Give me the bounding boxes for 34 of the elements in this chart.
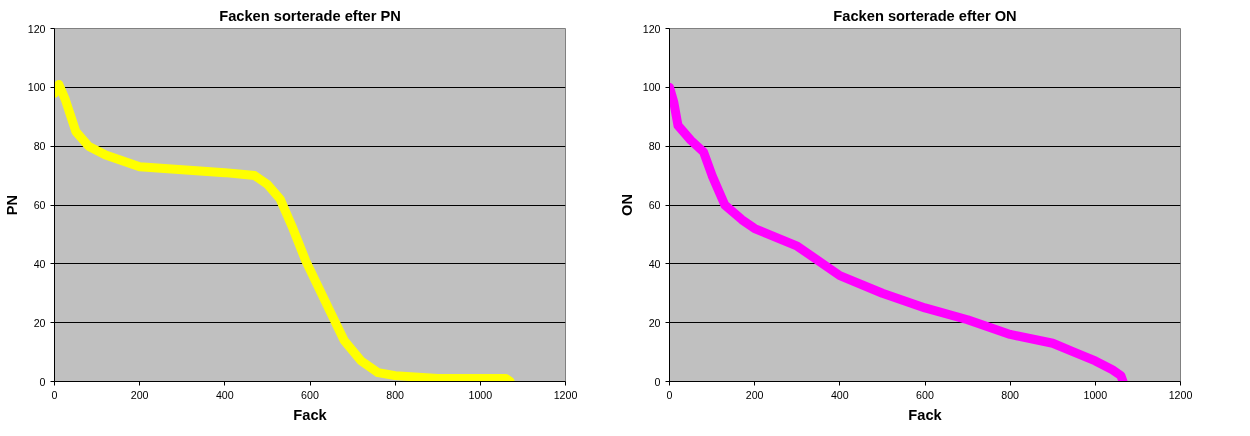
x-tick-label: 400 bbox=[215, 388, 234, 401]
y-tick-label: 40 bbox=[648, 257, 661, 270]
x-axis-title: Fack bbox=[908, 406, 943, 423]
chart-title: Facken sorterade efter PN bbox=[219, 7, 401, 24]
y-axis-title: ON bbox=[618, 194, 635, 216]
x-tick-label: 600 bbox=[916, 388, 934, 401]
x-tick-label: 1000 bbox=[1083, 388, 1108, 401]
y-tick-label: 100 bbox=[27, 81, 46, 94]
y-tick-label: 120 bbox=[642, 22, 661, 35]
chart-title: Facken sorterade efter ON bbox=[833, 7, 1017, 24]
y-tick-label: 20 bbox=[648, 316, 661, 329]
x-tick-label: 800 bbox=[1001, 388, 1020, 401]
y-axis-title: PN bbox=[3, 194, 20, 216]
x-tick-label: 0 bbox=[666, 388, 673, 401]
x-tick-label: 400 bbox=[830, 388, 849, 401]
y-tick-label: 120 bbox=[27, 22, 46, 35]
y-tick-label: 80 bbox=[33, 140, 46, 153]
y-tick-label: 60 bbox=[648, 199, 661, 211]
y-tick-label: 0 bbox=[654, 375, 661, 388]
y-tick-label: 80 bbox=[648, 140, 661, 153]
x-tick-label: 1200 bbox=[1168, 388, 1193, 401]
x-tick-label: 200 bbox=[130, 388, 149, 401]
x-tick-label: 600 bbox=[301, 388, 319, 401]
x-axis-title: Fack bbox=[293, 406, 328, 423]
x-tick-label: 200 bbox=[745, 388, 764, 401]
x-tick-label: 0 bbox=[51, 388, 58, 401]
x-tick-label: 800 bbox=[386, 388, 405, 401]
y-tick-label: 40 bbox=[33, 257, 46, 270]
y-tick-label: 20 bbox=[33, 316, 46, 329]
y-tick-label: 100 bbox=[642, 81, 661, 94]
y-tick-label: 60 bbox=[33, 199, 46, 211]
x-tick-label: 1200 bbox=[553, 388, 578, 401]
y-tick-label: 0 bbox=[39, 375, 46, 388]
x-tick-label: 1000 bbox=[468, 388, 493, 401]
